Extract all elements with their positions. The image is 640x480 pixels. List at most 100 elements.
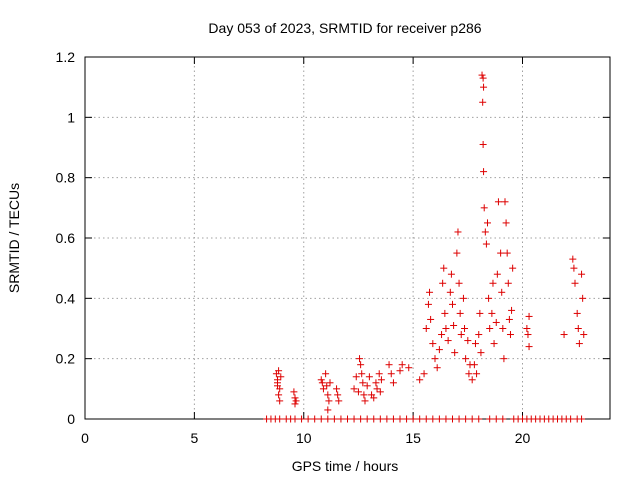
data-point xyxy=(579,294,587,302)
data-point xyxy=(375,370,383,378)
data-point xyxy=(433,364,441,372)
data-point xyxy=(470,361,478,369)
data-point xyxy=(422,415,430,423)
data-point xyxy=(573,309,581,317)
data-point xyxy=(376,388,384,396)
data-point xyxy=(359,379,367,387)
data-point xyxy=(396,367,404,375)
x-tick-label: 5 xyxy=(190,430,198,446)
data-point xyxy=(484,219,491,227)
data-point xyxy=(444,337,452,345)
data-point xyxy=(489,279,497,287)
data-point xyxy=(435,346,443,354)
data-point xyxy=(571,279,579,287)
data-point xyxy=(330,415,338,423)
data-point xyxy=(389,415,397,423)
data-point xyxy=(503,249,511,257)
data-point xyxy=(389,379,397,387)
data-point xyxy=(361,397,369,405)
data-point xyxy=(462,415,470,423)
data-point xyxy=(506,331,514,339)
data-point xyxy=(435,415,443,423)
data-point xyxy=(373,385,381,393)
data-point xyxy=(422,325,430,332)
data-point xyxy=(570,264,578,272)
data-point xyxy=(490,340,498,348)
data-point xyxy=(318,379,326,387)
data-point xyxy=(446,288,454,296)
data-point xyxy=(387,370,395,378)
data-point xyxy=(337,415,345,423)
data-point xyxy=(291,415,299,423)
data-point xyxy=(574,325,582,332)
data-point xyxy=(416,376,424,384)
data-point xyxy=(509,264,517,272)
data-point xyxy=(479,140,487,148)
data-point xyxy=(502,219,510,227)
data-point xyxy=(324,406,332,414)
data-point xyxy=(356,355,364,363)
data-point xyxy=(493,270,501,278)
data-point xyxy=(323,382,331,390)
data-point xyxy=(488,309,496,317)
y-axis-title: SRMTID / TECUs xyxy=(6,183,22,293)
data-point xyxy=(459,294,467,302)
data-point xyxy=(455,415,463,423)
y-tick-label: 1.2 xyxy=(56,49,76,65)
data-point xyxy=(324,391,332,399)
data-point xyxy=(333,385,341,393)
data-point xyxy=(449,300,456,308)
data-point xyxy=(427,315,435,323)
data-point xyxy=(365,373,373,381)
data-point xyxy=(480,168,488,176)
data-point xyxy=(431,355,439,363)
data-point xyxy=(377,376,385,384)
chart-title: Day 053 of 2023, SRMTID for receiver p28… xyxy=(208,20,481,36)
data-point xyxy=(478,71,486,79)
data-point xyxy=(455,279,463,287)
data-point xyxy=(322,370,330,378)
data-point xyxy=(457,331,465,339)
data-point xyxy=(317,376,325,384)
y-tick-label: 0.4 xyxy=(56,290,76,306)
y-tick-label: 1 xyxy=(67,109,75,125)
data-point xyxy=(403,415,411,423)
data-point xyxy=(504,279,512,287)
x-tick-label: 15 xyxy=(405,430,421,446)
data-point xyxy=(451,349,459,357)
data-point xyxy=(475,415,483,423)
data-point xyxy=(456,309,464,317)
data-point xyxy=(450,321,458,329)
data-point xyxy=(440,264,448,272)
y-tick-label: 0 xyxy=(67,411,75,427)
data-point xyxy=(449,415,456,423)
data-point xyxy=(317,415,325,423)
data-point xyxy=(352,373,360,381)
data-point xyxy=(500,355,508,363)
data-point xyxy=(524,331,532,339)
data-point xyxy=(363,382,371,390)
y-tick-label: 0.6 xyxy=(56,230,76,246)
data-point xyxy=(350,385,358,393)
data-point xyxy=(447,270,455,278)
data-point xyxy=(274,382,281,390)
data-point xyxy=(298,415,306,423)
data-point xyxy=(429,340,437,348)
data-point xyxy=(479,98,487,106)
data-point xyxy=(508,306,516,314)
data-point xyxy=(376,415,384,423)
data-point xyxy=(498,288,506,296)
data-point xyxy=(277,373,285,381)
data-point xyxy=(405,364,413,372)
data-point xyxy=(335,397,343,405)
data-point xyxy=(569,255,577,263)
data-point xyxy=(363,415,371,423)
data-point xyxy=(372,379,380,387)
data-point xyxy=(476,309,484,317)
data-point xyxy=(319,385,327,393)
data-point xyxy=(501,198,509,206)
data-point xyxy=(442,325,450,332)
data-point xyxy=(275,391,283,399)
data-point xyxy=(525,343,533,351)
data-point xyxy=(350,415,358,423)
